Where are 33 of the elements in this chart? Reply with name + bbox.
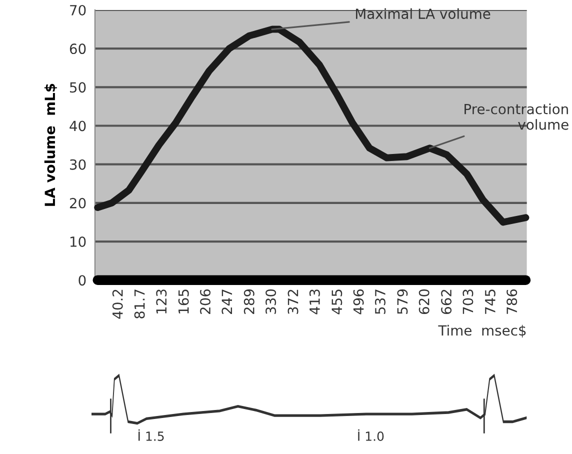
x-tick-label: 537 xyxy=(374,290,386,314)
x-tick-label: 289 xyxy=(244,289,254,314)
text: İ 1.5 xyxy=(138,429,164,441)
y-tick-label: 30 xyxy=(70,159,86,170)
x-tick-label: 206 xyxy=(200,289,211,314)
x-tick-label: 703 xyxy=(462,290,474,314)
y-tick-label: 60 xyxy=(70,44,86,54)
y-tick-label: 10 xyxy=(70,236,86,247)
x-tick-label: 455 xyxy=(332,290,342,314)
x-tick-label: 579 xyxy=(397,289,408,314)
y-tick-label: 70 xyxy=(70,4,86,16)
x-tick-label: 786 xyxy=(506,289,518,314)
x-tick-label: 123 xyxy=(156,290,167,314)
text: İ 1.0 xyxy=(358,429,384,441)
x-tick-label: 247 xyxy=(222,290,232,314)
x-tick-label: 413 xyxy=(309,290,320,314)
y-tick-label: 20 xyxy=(70,198,86,208)
x-axis-title: Time msec$ xyxy=(438,324,526,338)
y-tick-label: 0 xyxy=(78,275,86,286)
x-tick-label: 496 xyxy=(353,289,364,314)
x-tick-label: 745 xyxy=(485,290,496,314)
y-tick-label: 50 xyxy=(70,82,86,93)
x-tick-label: 620 xyxy=(418,289,430,314)
annotation: Maximal LA volume xyxy=(356,8,490,20)
x-tick-label: 662 xyxy=(441,290,452,314)
x-tick-label: 81.7 xyxy=(134,290,145,318)
y-axis-title: LA volume mL$ xyxy=(44,84,57,206)
x-tick-label: 372 xyxy=(288,290,298,314)
x-tick-label: 40.2 xyxy=(112,290,123,319)
x-tick-label: 165 xyxy=(178,290,189,314)
x-tick-label: 330 xyxy=(266,289,276,314)
y-tick-label: 40 xyxy=(70,120,86,132)
annotation: Pre-contraction volume xyxy=(464,104,568,130)
